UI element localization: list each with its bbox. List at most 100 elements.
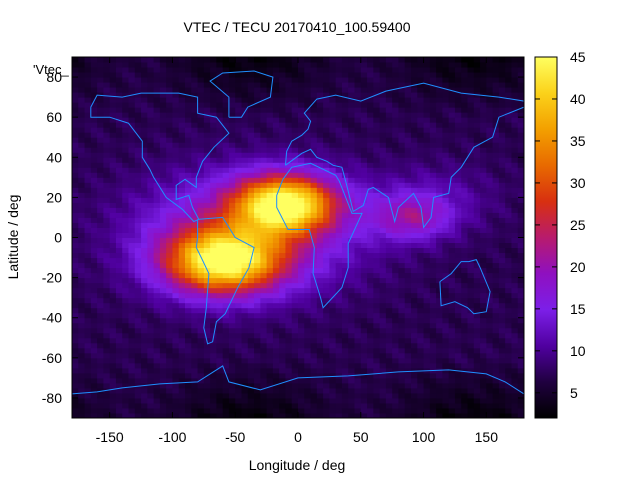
heatmap-cell — [185, 322, 192, 329]
heatmap-cell — [266, 402, 274, 409]
heatmap-cell — [480, 392, 487, 399]
heatmap-cell — [147, 122, 155, 128]
heatmap-cell — [398, 152, 406, 158]
heatmap-cell — [373, 152, 381, 158]
heatmap-cell — [379, 217, 387, 223]
heatmap-cell — [216, 372, 224, 379]
heatmap-cell — [467, 167, 475, 173]
heatmap-cell — [379, 377, 387, 384]
heatmap-cell — [178, 347, 186, 354]
heatmap-cell — [335, 337, 343, 344]
heatmap-cell — [78, 212, 86, 218]
heatmap-cell — [461, 322, 468, 329]
heatmap-cell — [72, 147, 79, 153]
heatmap-cell — [235, 262, 242, 269]
heatmap-cell — [392, 242, 399, 249]
heatmap-cell — [417, 252, 425, 259]
heatmap-cell — [254, 132, 261, 138]
heatmap-cell — [454, 392, 462, 399]
heatmap-cell — [285, 327, 293, 334]
heatmap-cell — [335, 352, 343, 359]
heatmap-cell — [203, 137, 211, 143]
heatmap-cell — [398, 222, 406, 228]
heatmap-cell — [128, 352, 136, 359]
heatmap-cell — [442, 177, 450, 183]
heatmap-cell — [222, 257, 230, 264]
heatmap-cell — [128, 362, 136, 369]
heatmap-cell — [285, 142, 293, 148]
heatmap-cell — [392, 387, 399, 394]
heatmap-cell — [178, 312, 186, 319]
heatmap-cell — [392, 207, 399, 213]
heatmap-cell — [417, 402, 425, 409]
heatmap-cell — [115, 107, 123, 113]
heatmap-cell — [172, 317, 180, 324]
heatmap-cell — [379, 177, 387, 183]
heatmap-cell — [141, 222, 148, 228]
heatmap-cell — [310, 137, 318, 143]
heatmap-cell — [367, 117, 374, 123]
heatmap-cell — [442, 392, 450, 399]
heatmap-cell — [72, 187, 79, 193]
heatmap-cell — [115, 282, 123, 289]
heatmap-cell — [498, 202, 506, 208]
heatmap-cell — [480, 242, 487, 249]
heatmap-cell — [228, 147, 236, 153]
heatmap-cell — [304, 337, 312, 344]
heatmap-cell — [235, 362, 242, 369]
heatmap-cell — [103, 267, 111, 274]
heatmap-cell — [379, 347, 387, 354]
heatmap-cell — [84, 367, 92, 374]
heatmap-cell — [90, 192, 98, 198]
heatmap-cell — [360, 167, 368, 173]
heatmap-cell — [480, 77, 487, 83]
heatmap-cell — [285, 362, 293, 369]
heatmap-cell — [172, 202, 180, 208]
heatmap-cell — [147, 197, 155, 203]
heatmap-cell — [272, 302, 280, 309]
heatmap-cell — [147, 382, 155, 389]
heatmap-cell — [411, 277, 418, 284]
heatmap-cell — [122, 377, 129, 384]
heatmap-cell — [348, 137, 355, 143]
heatmap-cell — [216, 272, 224, 279]
heatmap-cell — [392, 87, 399, 93]
heatmap-cell — [298, 137, 305, 143]
heatmap-cell — [109, 367, 117, 374]
heatmap-cell — [159, 207, 167, 213]
heatmap-cell — [417, 192, 425, 198]
heatmap-cell — [360, 82, 368, 88]
heatmap-cell — [348, 197, 355, 203]
heatmap-cell — [97, 122, 104, 128]
heatmap-cell — [134, 317, 142, 324]
heatmap-cell — [329, 372, 337, 379]
heatmap-cell — [141, 172, 148, 178]
heatmap-cell — [153, 267, 161, 274]
heatmap-cell — [498, 157, 506, 163]
heatmap-cell — [398, 227, 406, 233]
heatmap-cell — [228, 117, 236, 123]
heatmap-cell — [316, 372, 324, 379]
heatmap-cell — [367, 182, 374, 188]
heatmap-cell — [285, 247, 293, 254]
heatmap-cell — [429, 277, 437, 284]
heatmap-cell — [298, 172, 305, 178]
heatmap-cell — [298, 87, 305, 93]
heatmap-cell — [216, 412, 224, 419]
heatmap-cell — [335, 162, 343, 168]
heatmap-cell — [429, 347, 437, 354]
heatmap-cell — [134, 267, 142, 274]
heatmap-cell — [115, 147, 123, 153]
heatmap-cell — [385, 302, 393, 309]
heatmap-cell — [392, 372, 399, 379]
heatmap-cell — [480, 277, 487, 284]
heatmap-cell — [436, 152, 443, 158]
heatmap-cell — [411, 347, 418, 354]
heatmap-cell — [498, 242, 506, 249]
heatmap-cell — [436, 102, 443, 108]
heatmap-cell — [97, 217, 104, 223]
heatmap-cell — [235, 177, 242, 183]
heatmap-cell — [97, 157, 104, 163]
heatmap-cell — [511, 117, 519, 123]
heatmap-cell — [291, 87, 299, 93]
